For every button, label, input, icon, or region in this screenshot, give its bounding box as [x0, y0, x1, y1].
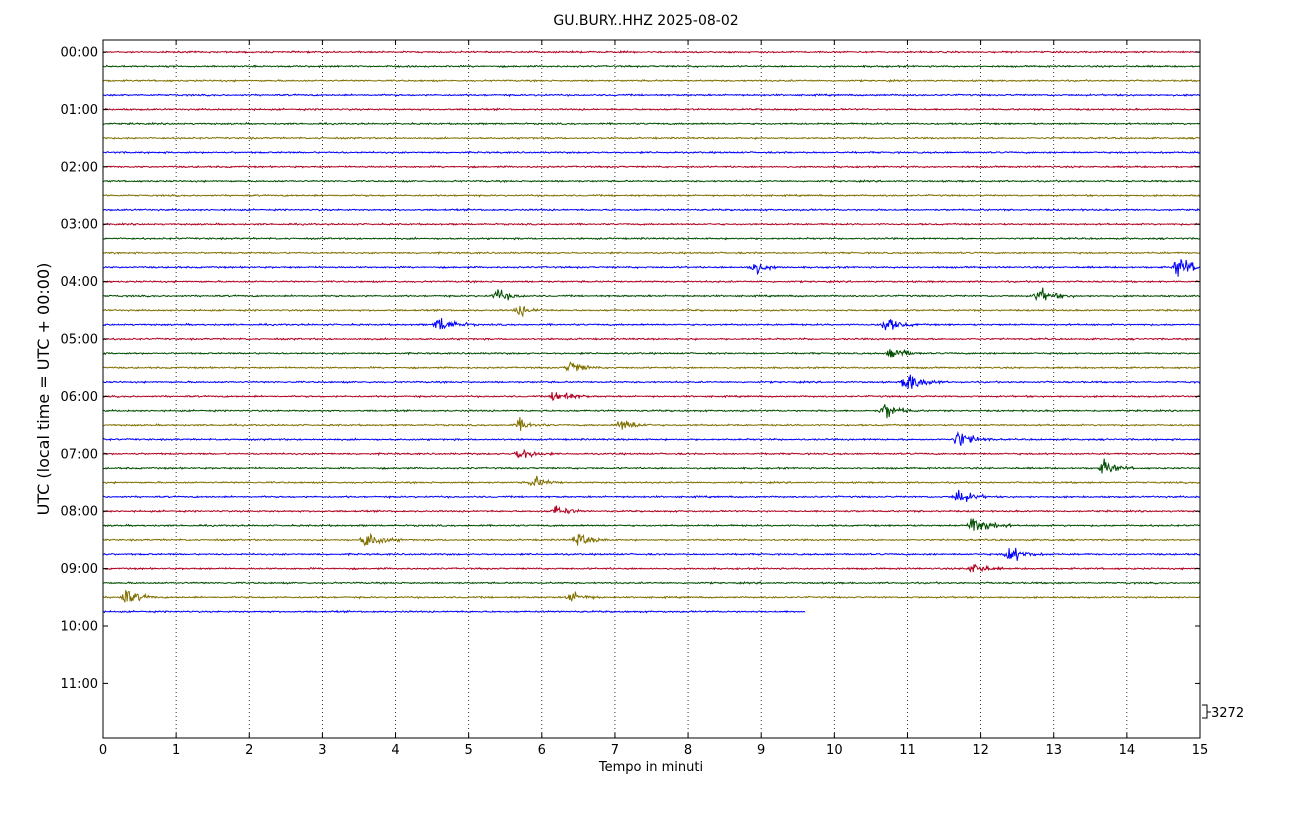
seismic-trace [102, 547, 1201, 561]
seismic-trace [102, 193, 1201, 198]
seismic-trace [102, 305, 1201, 318]
seismic-trace [102, 505, 1201, 515]
plot-frame [102, 39, 1201, 739]
y-tick-label: 11:00 [61, 677, 98, 692]
y-axis-label: UTC (local time = UTC + 00:00) [34, 263, 53, 516]
seismic-trace [102, 589, 1201, 603]
chart-title: GU.BURY..HHZ 2025-08-02 [553, 13, 738, 29]
seismic-trace [102, 236, 1201, 241]
seismic-trace [103, 581, 1201, 585]
x-tick-label: 11 [899, 743, 916, 758]
vertical-grid [175, 40, 1128, 738]
y-tick-label: 08:00 [61, 505, 98, 520]
seismic-trace [102, 64, 1201, 69]
x-tick-label: 14 [1119, 743, 1136, 758]
y-tick-label: 09:00 [61, 562, 98, 577]
seismic-trace [102, 78, 1201, 83]
y-tick-label: 01:00 [61, 103, 98, 118]
y-tick-label: 02:00 [61, 160, 98, 175]
y-tick-label: 06:00 [61, 390, 98, 405]
y-tick-label: 10:00 [61, 620, 98, 635]
seismic-trace [102, 475, 1201, 487]
x-tick-label: 1 [172, 743, 180, 758]
y-axis: 00:00 01:00 02:00 03:00 04:00 05:00 06:00 07:00… [61, 46, 1200, 692]
seismic-trace [102, 150, 1201, 155]
y-tick-label: 04:00 [61, 275, 98, 290]
x-tick-label: 12 [972, 743, 989, 758]
seismic-trace [102, 391, 1201, 401]
x-tick-label: 13 [1045, 743, 1062, 758]
seismic-trace [102, 287, 1201, 302]
seismic-trace [102, 448, 1201, 459]
seismic-trace [102, 404, 1201, 419]
x-tick-label: 2 [245, 743, 253, 758]
scale-label: 3272 [1211, 706, 1244, 721]
x-tick-label: 10 [826, 743, 843, 758]
seismic-trace [102, 250, 1201, 256]
seismic-trace [102, 609, 806, 614]
seismic-trace [102, 49, 1201, 54]
y-tick-label: 05:00 [61, 333, 98, 348]
seismic-trace [102, 259, 1201, 277]
seismic-trace [102, 207, 1201, 212]
seismic-trace [102, 222, 1201, 226]
seismic-trace [102, 179, 1201, 184]
seismic-trace [102, 136, 1201, 140]
x-tick-label: 7 [611, 743, 619, 758]
seismic-trace [102, 489, 1201, 502]
scale-bracket [1202, 704, 1211, 719]
x-tick-label: 0 [99, 743, 107, 758]
x-tick-label: 3 [318, 743, 326, 758]
seismic-trace [102, 337, 1201, 342]
seismic-trace [102, 318, 1201, 331]
x-tick-label: 8 [684, 743, 692, 758]
trace-group [102, 49, 1201, 614]
seismic-trace [102, 279, 1201, 284]
seismic-trace [102, 121, 1201, 126]
y-tick-label: 07:00 [61, 447, 98, 462]
seismic-trace [102, 164, 1201, 169]
seismic-trace [102, 361, 1201, 372]
seismic-trace [102, 518, 1201, 531]
x-tick-label: 9 [757, 743, 765, 758]
y-tick-label: 00:00 [61, 46, 98, 61]
seismic-trace [102, 430, 1200, 446]
seismic-trace [102, 107, 1201, 112]
x-tick-label: 4 [391, 743, 399, 758]
seismic-trace [102, 349, 1201, 358]
x-tick-label: 15 [1192, 743, 1209, 758]
seismic-trace [102, 93, 1201, 98]
y-tick-label: 03:00 [61, 218, 98, 233]
x-axis: 0 1 2 3 4 5 6 7 8 9 10 11 12 13 14 15 [99, 40, 1208, 758]
x-axis-label: Tempo in minuti [598, 760, 703, 775]
seismic-trace [102, 532, 1200, 547]
seismic-trace [102, 374, 1201, 389]
x-tick-label: 6 [538, 743, 546, 758]
seismic-trace [102, 458, 1201, 474]
seismic-trace [102, 563, 1201, 573]
seismic-trace [102, 417, 1201, 431]
x-tick-label: 5 [465, 743, 473, 758]
